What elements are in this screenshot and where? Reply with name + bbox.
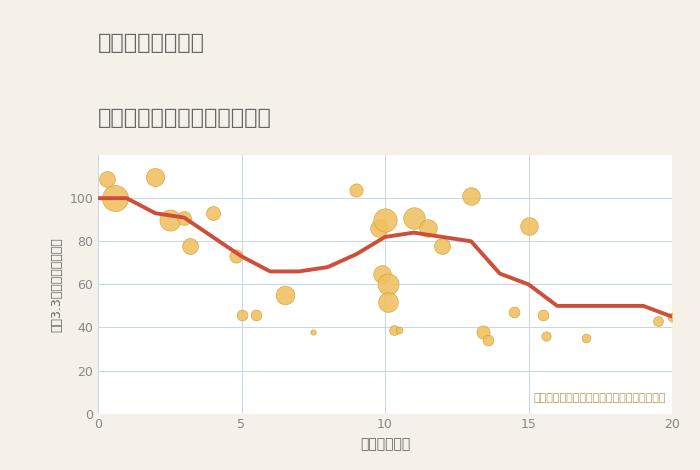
Point (379, 216, 391, 223)
Point (374, 225, 385, 232)
Y-axis label: 坪（3.3㎡）単価（万円）: 坪（3.3㎡）単価（万円） (50, 237, 64, 332)
Point (388, 326, 399, 333)
X-axis label: 駅距離（分）: 駅距離（分） (360, 437, 410, 451)
Point (236, 311, 247, 318)
Point (540, 332, 552, 340)
Point (251, 311, 262, 318)
Text: 駅距離別中古マンション価格: 駅距離別中古マンション価格 (98, 108, 272, 128)
Point (110, 195, 121, 202)
Text: 千葉県市原市岩の: 千葉県市原市岩の (98, 33, 205, 53)
Point (437, 242, 448, 249)
Point (308, 328, 319, 336)
Point (483, 337, 494, 344)
Point (150, 173, 161, 180)
Point (101, 175, 112, 182)
Point (466, 192, 477, 200)
Point (408, 214, 419, 221)
Point (164, 216, 175, 223)
Point (351, 186, 362, 193)
Point (666, 313, 678, 321)
Text: 円の大きさは、取引のあった物件面積を示す: 円の大きさは、取引のあった物件面積を示す (534, 393, 666, 403)
Point (178, 214, 190, 221)
Point (509, 309, 520, 316)
Point (279, 291, 290, 299)
Point (382, 298, 393, 306)
Point (377, 270, 388, 277)
Point (423, 225, 434, 232)
Point (580, 335, 592, 342)
Point (382, 281, 393, 288)
Point (393, 326, 405, 333)
Point (477, 328, 488, 336)
Point (184, 242, 195, 249)
Point (538, 311, 549, 318)
Point (207, 210, 218, 217)
Point (652, 317, 664, 325)
Point (230, 252, 241, 260)
Point (523, 222, 534, 230)
